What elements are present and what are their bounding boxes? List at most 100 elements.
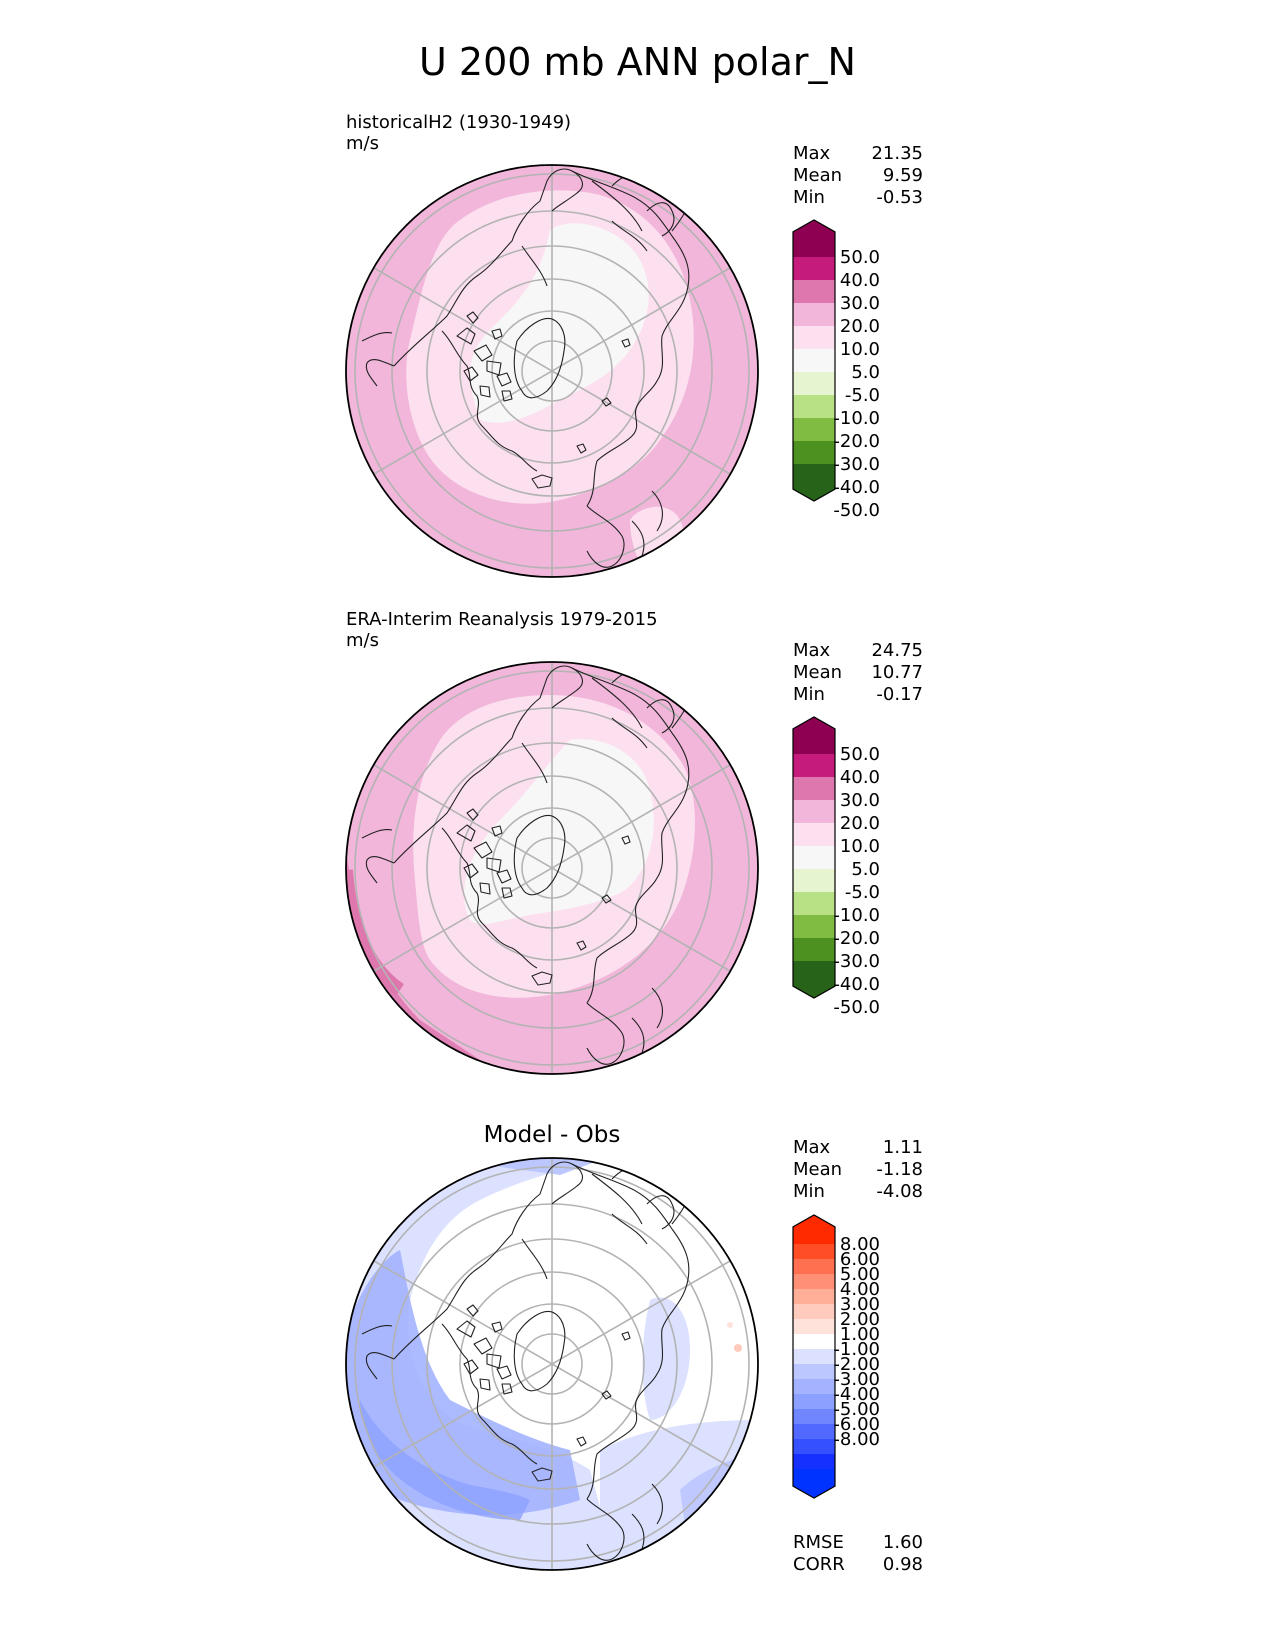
colorbar-tick-label: 10.0 — [840, 339, 880, 360]
colorbar-segment — [793, 892, 835, 915]
colorbar-segment — [793, 257, 835, 280]
colorbar-segment — [793, 349, 835, 372]
colorbar-segment — [793, 1379, 835, 1394]
colorbar-tick-label: 5.00 — [840, 1264, 880, 1285]
colorbar-segment — [793, 1439, 835, 1454]
colorbar-segment — [793, 1424, 835, 1439]
colorbar-segment — [793, 869, 835, 892]
panel-1-colorbar: 50.040.030.020.010.05.0-5.0-10.0-20.0-30… — [792, 219, 880, 521]
panel-3-title: Model - Obs — [483, 1122, 621, 1148]
colorbar-segment — [793, 961, 835, 998]
colorbar-tick-label: -8.00 — [833, 1429, 880, 1450]
colorbar-segment — [793, 1469, 835, 1498]
colorbar-segment — [793, 846, 835, 869]
colorbar-tick-label: 40.0 — [840, 767, 880, 788]
stat-min: Min -0.17 — [793, 684, 923, 705]
colorbar-segment — [793, 372, 835, 395]
colorbar-segment — [793, 1319, 835, 1334]
colorbar-segment — [793, 280, 835, 303]
panel-3-map — [345, 1157, 759, 1571]
colorbar-tick-label: -50.0 — [833, 997, 880, 1018]
colorbar-tick-label: -40.0 — [833, 477, 880, 498]
metric-corr: CORR 0.98 — [793, 1554, 923, 1575]
colorbar-tick-label: 4.00 — [840, 1279, 880, 1300]
stat-max: Max 21.35 — [793, 143, 923, 164]
colorbar-tick-label: -20.0 — [833, 431, 880, 452]
colorbar-segment — [793, 418, 835, 441]
colorbar-tick-label: -3.00 — [833, 1369, 880, 1390]
colorbar-tick-label: -10.0 — [833, 408, 880, 429]
colorbar-tick-label: 10.0 — [840, 836, 880, 857]
colorbar-tick-label: 30.0 — [840, 790, 880, 811]
colorbar-outline — [792, 1214, 836, 1499]
stat-max: Max 24.75 — [793, 640, 923, 661]
colorbar-tick-label: 5.0 — [851, 859, 880, 880]
figure-title: U 200 mb ANN polar_N — [419, 40, 856, 84]
colorbar-tick-label: 50.0 — [840, 744, 880, 765]
colorbar-segment — [793, 326, 835, 349]
stat-mean: Mean 10.77 — [793, 662, 923, 683]
colorbar-tick-label: 1.00 — [840, 1324, 880, 1345]
colorbar-segment — [793, 717, 835, 754]
colorbar-segment — [793, 1394, 835, 1409]
colorbar-tick-label: 30.0 — [840, 293, 880, 314]
colorbar-segment — [793, 777, 835, 800]
colorbar-tick-label: 3.00 — [840, 1294, 880, 1315]
colorbar-segment — [793, 1244, 835, 1259]
colorbar-segment — [793, 441, 835, 464]
panel-2-stats: Max 24.75 Mean 10.77 Min -0.17 — [793, 640, 923, 706]
panel-1-header: historicalH2 (1930-1949) m/s — [346, 112, 571, 154]
panel-2-map — [345, 661, 759, 1075]
colorbar-segment — [793, 1364, 835, 1379]
colorbar-tick-label: 40.0 — [840, 270, 880, 291]
panel-1-map — [345, 164, 759, 578]
colorbar-tick-label: -1.00 — [833, 1339, 880, 1360]
colorbar-segment — [793, 1274, 835, 1289]
colorbar-tick-label: -30.0 — [833, 454, 880, 475]
colorbar-tick-label: -20.0 — [833, 928, 880, 949]
colorbar-tick-label: 8.00 — [840, 1234, 880, 1255]
colorbar-tick-label: -30.0 — [833, 951, 880, 972]
colorbar-tick-label: 5.0 — [851, 362, 880, 383]
colorbar-outline — [792, 219, 836, 502]
colorbar-segment — [793, 1304, 835, 1319]
colorbar-segment — [793, 754, 835, 777]
panel-2-test-name: ERA-Interim Reanalysis 1979-2015 — [346, 609, 658, 630]
stat-mean: Mean -1.18 — [793, 1159, 923, 1180]
colorbar-tick-label: -5.0 — [845, 385, 880, 406]
colorbar-segment — [793, 1259, 835, 1274]
metric-rmse: RMSE 1.60 — [793, 1532, 923, 1553]
colorbar-tick-label: -4.00 — [833, 1384, 880, 1405]
colorbar-tick-label: 20.0 — [840, 316, 880, 337]
panel-1-units: m/s — [346, 133, 379, 154]
stat-max: Max 1.11 — [793, 1137, 923, 1158]
colorbar-tick-label: -50.0 — [833, 500, 880, 521]
stat-min: Min -4.08 — [793, 1181, 923, 1202]
colorbar-segment — [793, 800, 835, 823]
colorbar-segment — [793, 464, 835, 501]
colorbar-tick-label: -5.0 — [845, 882, 880, 903]
colorbar-outline — [792, 716, 836, 999]
colorbar-tick-label: -5.00 — [833, 1399, 880, 1420]
colorbar-segment — [793, 915, 835, 938]
stat-mean: Mean 9.59 — [793, 165, 923, 186]
stat-min: Min -0.53 — [793, 187, 923, 208]
panel-2-units: m/s — [346, 630, 379, 651]
panel-3-colorbar: 8.006.005.004.003.002.001.00-1.00-2.00-3… — [792, 1214, 880, 1499]
colorbar-segment — [793, 1289, 835, 1304]
colorbar-tick-label: 20.0 — [840, 813, 880, 834]
colorbar-segment — [793, 938, 835, 961]
colorbar-segment — [793, 303, 835, 326]
colorbar-tick-label: -40.0 — [833, 974, 880, 995]
colorbar-segment — [793, 1349, 835, 1364]
colorbar-tick-label: -10.0 — [833, 905, 880, 926]
colorbar-segment — [793, 1409, 835, 1424]
colorbar-segment — [793, 1454, 835, 1469]
colorbar-segment — [793, 220, 835, 257]
panel-1-stats: Max 21.35 Mean 9.59 Min -0.53 — [793, 143, 923, 209]
colorbar-tick-label: -6.00 — [833, 1414, 880, 1435]
panel-2-header: ERA-Interim Reanalysis 1979-2015 m/s — [346, 609, 658, 651]
colorbar-tick-label: -2.00 — [833, 1354, 880, 1375]
colorbar-segment — [793, 1215, 835, 1244]
